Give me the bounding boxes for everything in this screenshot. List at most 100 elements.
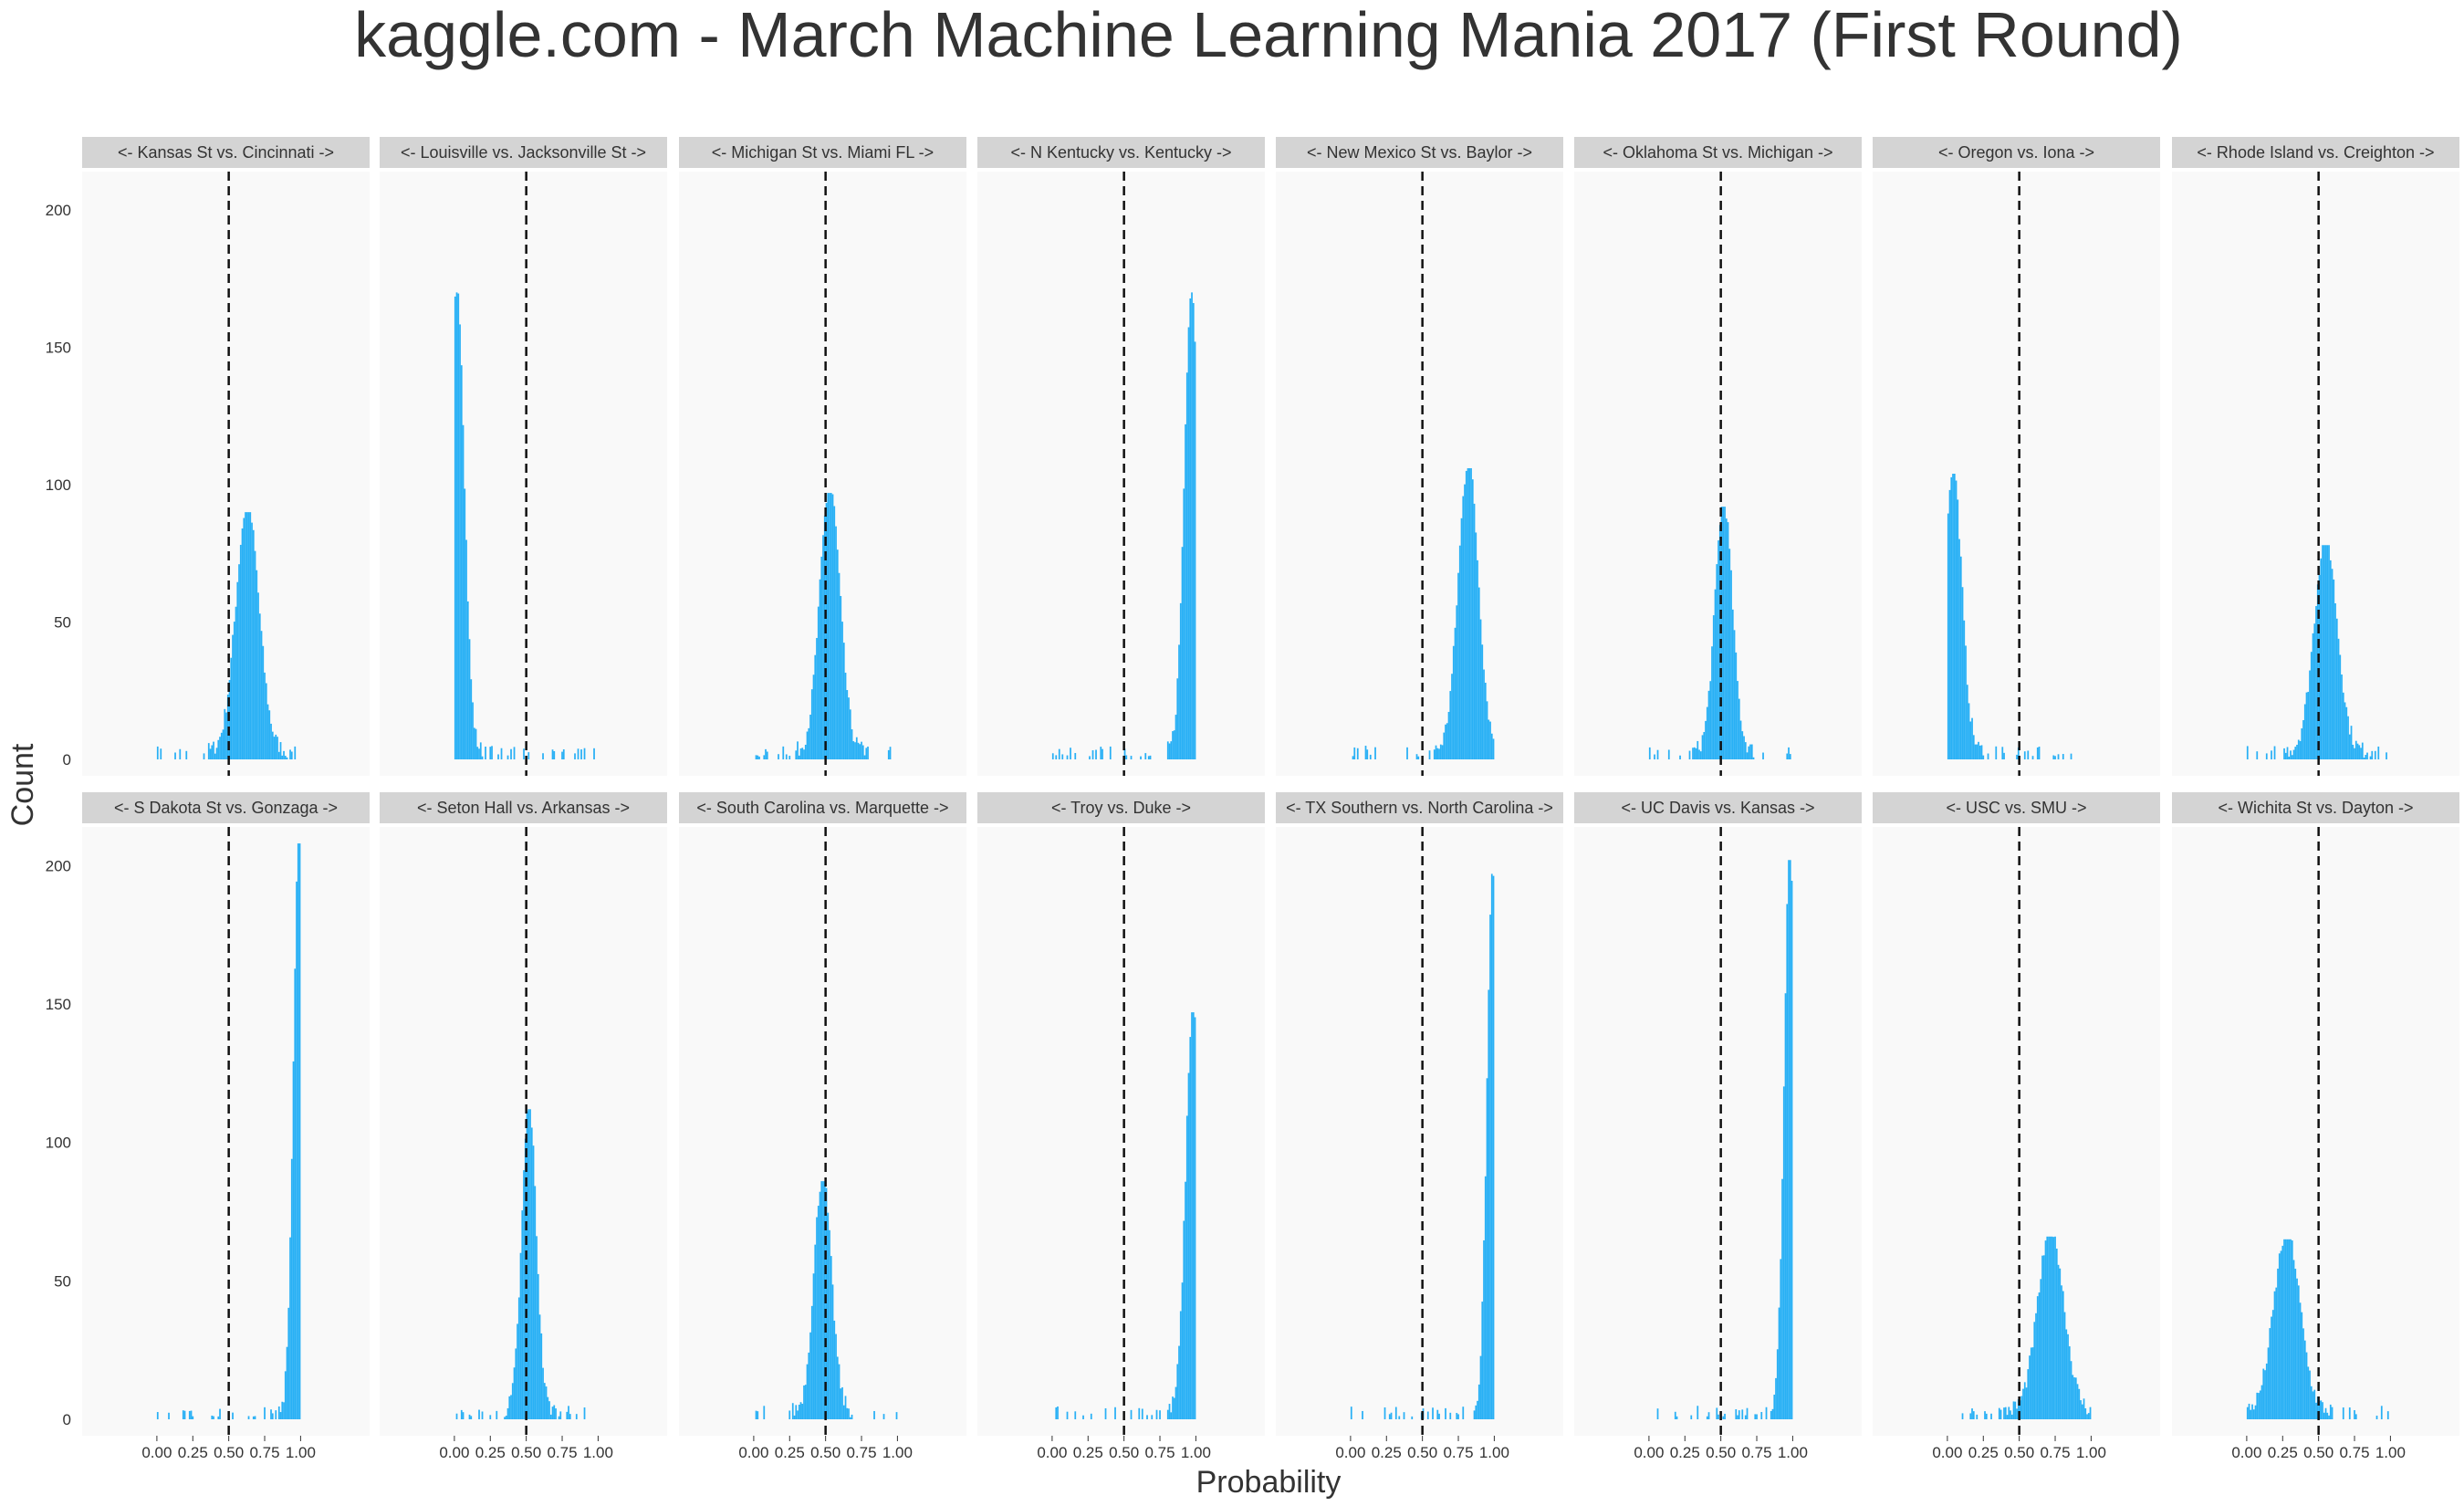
histogram-bar [2023, 1382, 2026, 1419]
histogram-bar [1749, 744, 1751, 759]
histogram-bar [534, 1186, 537, 1419]
histogram-bar [290, 1158, 293, 1419]
histogram-bar [286, 1346, 288, 1419]
histogram-bar [2074, 1377, 2077, 1419]
histogram-bar [2256, 751, 2259, 759]
histogram-bar [2291, 755, 2293, 759]
histogram-bar [1457, 572, 1459, 759]
histogram-bar [209, 748, 212, 759]
x-tick-label: 0.75 [1144, 1444, 1175, 1461]
histogram-bar [1716, 564, 1718, 759]
histogram-bar [2052, 755, 2055, 759]
histogram-bar [2251, 1404, 2253, 1419]
histogram-bar [2312, 1391, 2314, 1419]
histogram-bar [289, 749, 291, 759]
x-tick-label: 0.50 [810, 1444, 840, 1461]
histogram-bar [2284, 752, 2287, 759]
histogram-bar [496, 1410, 498, 1419]
histogram-bar [1477, 1384, 1480, 1419]
histogram-bar [219, 737, 221, 759]
y-axis-title: Count [5, 743, 40, 826]
histogram-bar [2303, 1340, 2306, 1419]
histogram-bar [1369, 754, 1372, 759]
histogram-bar [2061, 1285, 2062, 1419]
histogram-bar [1471, 479, 1474, 759]
histogram-bar [1985, 1413, 1988, 1419]
histogram-bar [190, 1410, 193, 1419]
facet-strip-label: <- Oregon vs. Iona -> [1938, 143, 2094, 162]
histogram-bar [1789, 860, 1791, 1419]
histogram-bar [1707, 690, 1710, 759]
histogram-bar [1479, 1355, 1482, 1419]
histogram-bar [2246, 746, 2249, 759]
histogram-bar [537, 1273, 539, 1419]
histogram-bar [2035, 1313, 2037, 1419]
histogram-bar [1784, 993, 1787, 1419]
histogram-bar [2310, 652, 2313, 759]
histogram-bar [855, 737, 858, 759]
histogram-bar [281, 1401, 284, 1419]
histogram-bar [459, 324, 461, 759]
histogram-bar [1971, 1408, 1973, 1419]
histogram-bar [1674, 1411, 1676, 1419]
x-tick-label: 0.00 [141, 1444, 172, 1461]
y-tick-label: 50 [54, 1272, 71, 1290]
facet-panel: <- N Kentucky vs. Kentucky -> [977, 137, 1265, 776]
histogram-bar [1191, 292, 1193, 759]
facet-panel: <- South Carolina vs. Marquette -> 0.00 0.… [679, 792, 966, 1461]
histogram-bar [2246, 1407, 2249, 1419]
histogram-bar [230, 657, 233, 759]
histogram-bar [1462, 1407, 1465, 1419]
histogram-bar [2012, 1401, 2015, 1419]
histogram-bar [799, 748, 802, 759]
histogram-bar [1483, 1239, 1485, 1419]
histogram-bar [1144, 753, 1147, 759]
histogram-bar [252, 529, 255, 759]
histogram-bar [548, 1401, 550, 1419]
facet-panel: <- Troy vs. Duke -> 0.00 0.25 0.50 0.75 1.00 [977, 792, 1265, 1461]
histogram-bar [2358, 745, 2361, 759]
histogram-bar [540, 1333, 543, 1419]
histogram-bar [2339, 654, 2342, 759]
histogram-bar [2089, 1407, 2092, 1419]
histogram-bar [1149, 755, 1152, 759]
y-tick-label: 50 [54, 614, 71, 632]
histogram-bar [1976, 1414, 1979, 1419]
histogram-bar [1969, 1413, 1972, 1419]
histogram-bar [286, 757, 288, 759]
histogram-bar [2350, 726, 2353, 759]
histogram-bar [2305, 692, 2308, 759]
histogram-bar [757, 1411, 759, 1419]
histogram-bar [1362, 1410, 1363, 1419]
histogram-bar [859, 744, 861, 759]
histogram-bar [2258, 1393, 2260, 1419]
histogram-bar [1703, 732, 1706, 759]
histogram-bar [2004, 1407, 2007, 1419]
x-tick-label: 0.25 [2268, 1444, 2298, 1461]
histogram-bar [1411, 1416, 1414, 1419]
histogram-bar [468, 1414, 471, 1419]
histogram-bar [1179, 602, 1182, 759]
x-tick-label: 0.00 [738, 1444, 768, 1461]
histogram-bar [1978, 741, 1979, 759]
x-tick-label: 0.00 [1335, 1444, 1365, 1461]
histogram-bar [1175, 715, 1177, 759]
histogram-bar [2318, 575, 2321, 759]
histogram-bar [766, 751, 768, 759]
histogram-bar [804, 744, 807, 759]
histogram-bar [211, 1415, 214, 1419]
histogram-bar [2320, 558, 2323, 759]
histogram-bar [1446, 723, 1448, 759]
histogram-bar [500, 748, 503, 759]
histogram-bar [1457, 1414, 1459, 1419]
histogram-bar [545, 1386, 548, 1419]
histogram-bar [2297, 1285, 2300, 1419]
histogram-bar [817, 606, 820, 759]
histogram-bar [510, 1395, 512, 1419]
histogram-bar [277, 1406, 280, 1419]
x-tick-label: 0.50 [214, 1444, 244, 1461]
facet-panel: <- Louisville vs. Jacksonville St -> [380, 137, 667, 776]
histogram-bar [213, 741, 214, 759]
histogram-bar [1705, 720, 1707, 759]
histogram-bar [265, 683, 267, 759]
